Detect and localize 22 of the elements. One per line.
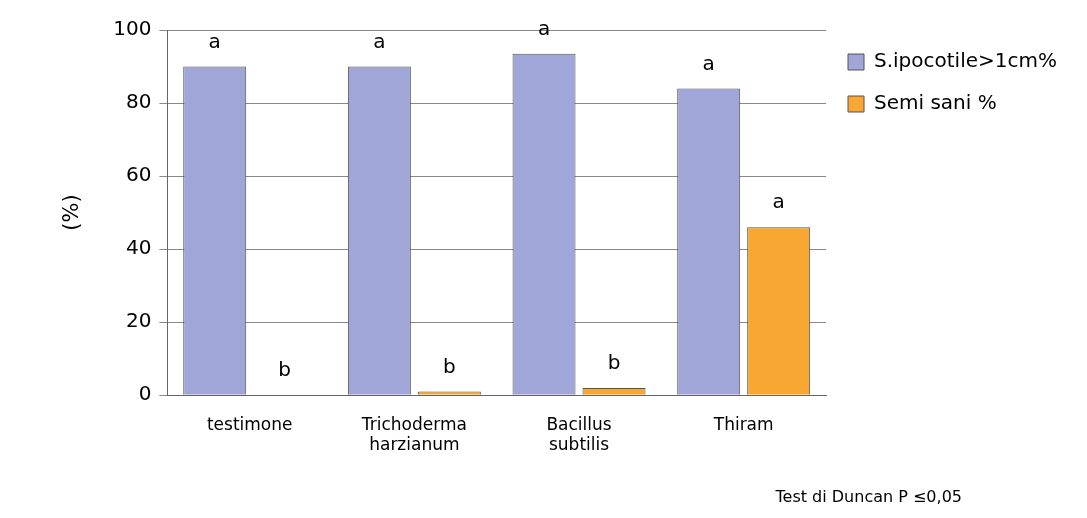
annotation: b bbox=[443, 353, 456, 378]
x-tick-label: Trichoderma harzianum bbox=[360, 413, 467, 455]
annotation: a bbox=[208, 28, 221, 53]
x-tick-label: Thiram bbox=[712, 413, 774, 434]
legend-label: Semi sani % bbox=[874, 90, 997, 115]
y-tick-label: 40 bbox=[125, 235, 152, 260]
annotation: a bbox=[772, 189, 785, 214]
annotation: a bbox=[537, 15, 551, 40]
y-tick-label: 0 bbox=[138, 381, 152, 406]
text: Test di Duncan P ≤0,05 bbox=[775, 487, 962, 506]
y-tick-label: 80 bbox=[125, 89, 152, 114]
x-tick-label: testimone bbox=[206, 413, 293, 434]
y-tick-label: 100 bbox=[113, 16, 152, 41]
x-tick-label: Bacillus subtilis bbox=[546, 413, 612, 455]
annotation: b bbox=[278, 357, 292, 382]
y-tick-label: 60 bbox=[125, 162, 152, 187]
annotation: b bbox=[607, 350, 621, 375]
annotation: a bbox=[702, 50, 715, 75]
y-tick-label: 20 bbox=[125, 308, 152, 333]
annotation: a bbox=[373, 28, 386, 53]
legend-label: S.ipocotile>1cm% bbox=[874, 48, 1057, 73]
y-axis-title: (%) bbox=[59, 194, 84, 231]
